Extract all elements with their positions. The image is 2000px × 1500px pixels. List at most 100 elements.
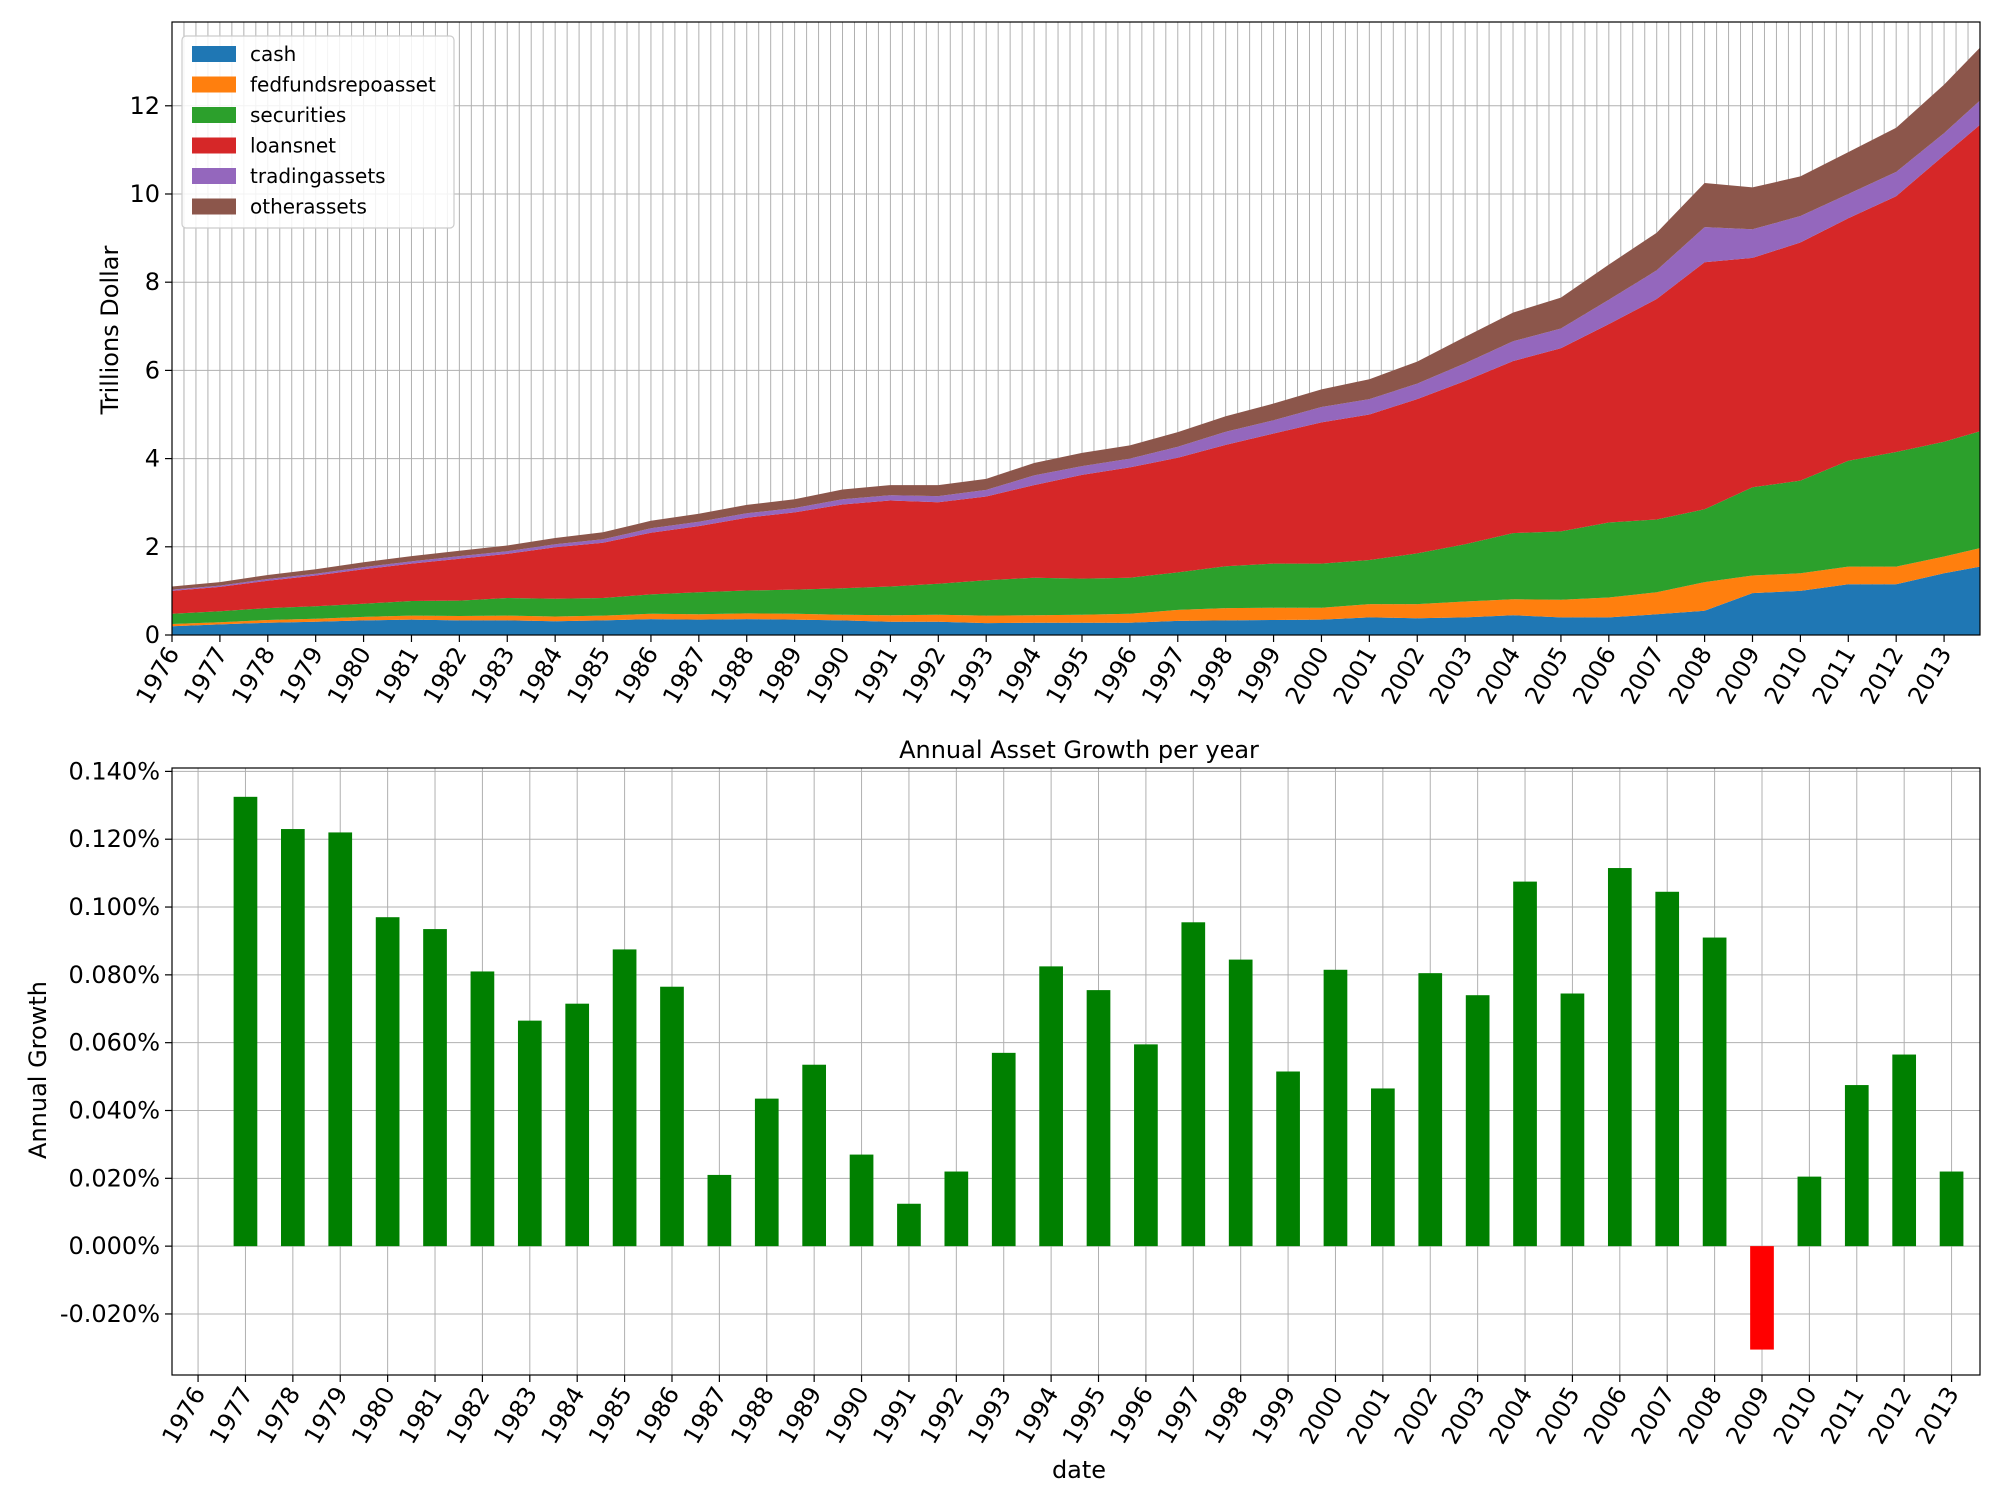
bottom-x-tick-label-19: 1995 xyxy=(1057,1382,1112,1449)
top-area-series xyxy=(172,47,1980,635)
bar-2011 xyxy=(1844,1085,1869,1247)
bottom-x-tick-label-18: 1994 xyxy=(1010,1382,1065,1449)
bottom-x-tick-label-20: 1996 xyxy=(1104,1382,1159,1449)
bar-1994 xyxy=(1039,966,1063,1247)
top-x-tick-label-26: 2002 xyxy=(1376,642,1431,709)
bottom-x-tick-label-9: 1985 xyxy=(583,1382,638,1449)
legend-swatch-otherassets xyxy=(192,198,236,215)
bar-1995 xyxy=(1086,990,1111,1247)
bar-1989 xyxy=(802,1064,827,1247)
bar-1981 xyxy=(423,929,447,1247)
top-x-tick-label-30: 2006 xyxy=(1567,642,1622,709)
bottom-x-tick-label-37: 2013 xyxy=(1910,1382,1965,1449)
bar-2008 xyxy=(1702,937,1727,1247)
bottom-x-tick-label-23: 1999 xyxy=(1246,1382,1301,1449)
top-x-tick-label-5: 1981 xyxy=(370,642,425,709)
top-x-tick-label-8: 1984 xyxy=(514,642,569,709)
area-fedfundsrepoasset xyxy=(172,548,1980,627)
bottom-y-tick-label-3: 0.040% xyxy=(68,1096,160,1124)
bar-1977 xyxy=(233,796,258,1247)
top-x-tick-label-24: 2000 xyxy=(1280,642,1335,709)
area-cash xyxy=(172,566,1980,635)
top-x-tick-label-27: 2003 xyxy=(1424,642,1479,709)
top-x-tick-label-35: 2011 xyxy=(1807,642,1862,709)
top-x-tick-label-31: 2007 xyxy=(1615,642,1670,709)
bottom-y-tick-label-0: -0.020% xyxy=(60,1300,160,1328)
top-x-tick-label-2: 1978 xyxy=(226,642,281,709)
bottom-x-tick-label-13: 1989 xyxy=(773,1382,828,1449)
bar-1990 xyxy=(849,1154,874,1247)
legend: cash fedfundsrepoasset securities loansnet t… xyxy=(181,35,455,229)
top-y-axis-label: Trillions Dollar xyxy=(96,245,124,415)
bar-2001 xyxy=(1371,1088,1395,1247)
top-x-tick-label-19: 1995 xyxy=(1040,642,1095,709)
top-x-tick-label-14: 1990 xyxy=(801,642,856,709)
bar-2005 xyxy=(1560,993,1585,1247)
bottom-x-tick-label-8: 1984 xyxy=(536,1382,591,1449)
bottom-x-tick-label-28: 2004 xyxy=(1483,1382,1538,1449)
bottom-x-tick-label-21: 1997 xyxy=(1152,1382,1207,1449)
bottom-y-axis-label: Annual Growth xyxy=(24,981,52,1159)
top-y-tick-label-4: 8 xyxy=(145,268,160,296)
legend-label-fedfundsrepoasset: fedfundsrepoasset xyxy=(250,73,436,97)
top-x-tick-label-0: 1976 xyxy=(130,642,185,709)
legend-label-securities: securities xyxy=(250,103,346,127)
bottom-x-tick-label-24: 2000 xyxy=(1294,1382,1349,1449)
bottom-x-tick-label-36: 2012 xyxy=(1863,1382,1918,1449)
bar-chart: Annual Asset Growth per year -0.020% 0.00… xyxy=(24,736,1981,1484)
top-x-tick-label-9: 1985 xyxy=(561,642,616,709)
bottom-x-tick-label-31: 2007 xyxy=(1626,1382,1681,1449)
bottom-x-tick-label-11: 1987 xyxy=(678,1382,733,1449)
bar-1992 xyxy=(944,1171,969,1247)
legend-box xyxy=(181,35,455,229)
bar-1997 xyxy=(1181,922,1206,1247)
bottom-x-tick-label-14: 1990 xyxy=(820,1382,875,1449)
top-x-tick-label-3: 1979 xyxy=(274,642,329,709)
top-x-tick-label-13: 1989 xyxy=(753,642,808,709)
top-x-tick-label-7: 1983 xyxy=(466,642,521,709)
legend-swatch-securities xyxy=(192,107,236,123)
bar-1993 xyxy=(991,1052,1016,1247)
bar-2006 xyxy=(1607,868,1632,1247)
top-x-tick-label-18: 1994 xyxy=(993,642,1048,709)
bottom-axes-frame xyxy=(171,767,1981,1376)
bottom-x-tick-label-7: 1983 xyxy=(488,1382,543,1449)
bottom-x-tick-label-16: 1992 xyxy=(915,1382,970,1449)
bottom-x-tick-label-27: 2003 xyxy=(1436,1382,1491,1449)
top-y-ticks: 0 2 4 6 8 10 12 xyxy=(129,92,172,649)
top-x-tick-label-15: 1991 xyxy=(849,642,904,709)
area-loansnet xyxy=(172,124,1980,614)
bar-2002 xyxy=(1418,973,1443,1247)
bar-2004 xyxy=(1513,881,1537,1247)
bottom-x-tick-label-2: 1978 xyxy=(251,1382,306,1449)
bottom-y-tick-label-2: 0.020% xyxy=(68,1164,160,1192)
bar-1980 xyxy=(375,917,400,1247)
bar-1987 xyxy=(707,1174,732,1247)
bottom-x-tick-label-15: 1991 xyxy=(867,1382,922,1449)
bar-1991 xyxy=(897,1203,921,1247)
bottom-x-tick-label-0: 1976 xyxy=(156,1382,211,1449)
legend-swatch-cash xyxy=(192,46,236,62)
bottom-x-tick-label-5: 1981 xyxy=(393,1382,448,1449)
bar-1988 xyxy=(754,1098,779,1247)
top-y-tick-label-2: 4 xyxy=(145,445,160,473)
legend-label-cash: cash xyxy=(250,42,296,66)
bottom-x-tick-label-35: 2011 xyxy=(1815,1382,1870,1449)
bottom-x-ticks: 1976197719781979198019811982198319841985… xyxy=(156,1375,1965,1449)
bottom-x-tick-label-26: 2002 xyxy=(1389,1382,1444,1449)
bottom-x-tick-label-29: 2005 xyxy=(1531,1382,1586,1449)
top-x-tick-label-17: 1993 xyxy=(945,642,1000,709)
legend-swatch-tradingassets xyxy=(192,168,236,184)
bottom-y-tick-label-1: 0.000% xyxy=(68,1232,160,1260)
legend-swatch-fedfundsrepoasset xyxy=(192,76,236,93)
bar-1996 xyxy=(1134,1044,1158,1247)
top-x-tick-label-37: 2013 xyxy=(1902,642,1957,709)
bar-1983 xyxy=(517,1020,542,1247)
top-x-ticks: 1976197719781979198019811982198319841985… xyxy=(130,635,1957,709)
bottom-x-tick-label-1: 1977 xyxy=(204,1382,259,1449)
bottom-x-tick-label-6: 1982 xyxy=(441,1382,496,1449)
legend-items: cash fedfundsrepoasset securities loansnet t… xyxy=(192,42,436,219)
bottom-y-tick-label-7: 0.120% xyxy=(68,825,160,853)
bottom-x-tick-label-22: 1998 xyxy=(1199,1382,1254,1449)
